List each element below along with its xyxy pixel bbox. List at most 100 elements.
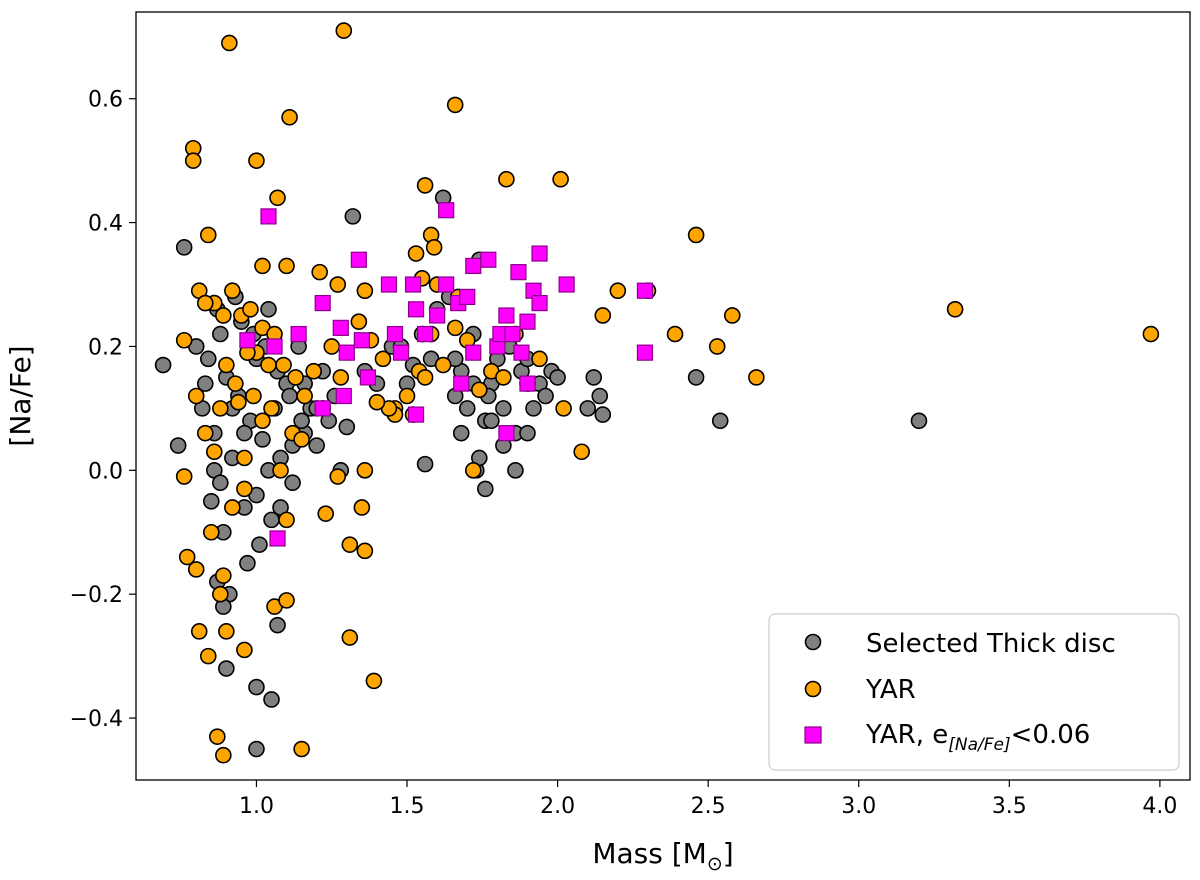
yar-point [245,387,262,405]
thick-disc-point [338,418,356,436]
y-tick-label: 0.2 [88,335,123,360]
yar-precise-point [498,307,515,324]
yar-point [199,226,217,244]
thick-disc-point [549,369,566,386]
yar-point [498,170,515,188]
yar-point [332,369,350,386]
yar-point [205,443,223,461]
yar-precise-point [519,313,536,330]
thick-disc-point [594,406,612,423]
yar-precise-point [531,245,548,262]
yar-point [221,34,238,52]
yar-precise-point [519,375,536,392]
thick-disc-point [910,412,928,430]
legend-label-yar-precise: YAR, e[Na/Fe]<0.06 [865,720,1090,755]
x-axis-label: Mass [M⊙] [592,837,733,875]
yar-point [708,338,726,355]
yar-point [281,108,298,126]
legend: Selected Thick disc YAR YAR, e[Na/Fe]<0.… [768,613,1180,771]
thick-disc-point [458,400,476,417]
yar-point [254,412,271,430]
thick-disc-point [169,437,187,454]
y-tick-label: −0.4 [70,707,123,732]
yar-point [374,350,392,368]
yar-point [723,307,741,324]
data-points-layer [154,22,1160,764]
thick-disc-point [477,480,494,498]
yar-point [215,746,232,764]
yar-precise-point [558,276,575,293]
yar-precise-point [465,257,482,275]
x-axis-label-end: ] [723,837,734,870]
yar-point [398,387,416,405]
x-tick-label: 3.5 [992,794,1027,819]
y-tick-label: 0.0 [88,459,123,484]
yar-point [311,263,328,281]
yar-point [356,282,374,300]
yar-point [552,170,569,188]
yar-point [227,375,244,392]
yar-point [464,462,482,479]
yar-precise-point [438,276,455,293]
thick-disc-point [199,350,217,368]
yar-point [218,623,235,640]
yar-point [495,369,512,386]
yar-precise-point [429,307,446,324]
yar-point [329,468,347,485]
thick-disc-point [711,412,729,430]
yar-point [272,462,289,479]
yar-precise-point [453,375,470,392]
yar-point [341,536,359,553]
thick-disc-point [248,740,265,758]
yar-point [293,431,310,448]
yar-point [356,542,374,560]
thick-disc-point [416,455,434,473]
thick-disc-point [525,400,542,417]
yar-precise-point [359,369,376,386]
y-axis: −0.4 −0.2 0.0 0.2 0.4 0.6 [70,88,136,732]
thick-disc-point [507,462,524,479]
yar-point [212,585,229,603]
thick-disc-point [687,369,705,386]
yar-point [356,462,374,479]
yar-point [416,369,434,386]
yar-point [293,740,310,758]
thick-disc-point [196,375,214,392]
yar-point [555,400,572,417]
yar-precise-point [260,208,277,225]
yar-point [416,177,434,194]
yar-point [317,505,335,522]
yar-point [248,152,265,169]
thick-disc-point [263,691,280,708]
yar-precise-point [416,325,434,343]
yar-point [215,307,232,324]
yar-point [275,356,292,374]
yar-point [175,468,193,485]
yar-point [199,647,217,665]
yar-precise-point [335,387,352,405]
yar-precise-point [404,276,422,293]
yar-point [335,22,353,39]
thick-disc-point [519,424,536,442]
thick-disc-point [293,412,310,430]
yar-point [187,561,205,578]
yar-precise-point [531,294,548,312]
yar-precise-point [269,530,286,547]
thick-disc-point [251,536,268,553]
x-tick-label: 3.0 [841,794,876,819]
yar-point [407,245,425,262]
yar-point [353,499,371,516]
yar-point [218,356,235,374]
yar-point [196,424,214,442]
thick-disc-point [260,300,277,318]
y-tick-label: −0.2 [70,583,123,608]
yar-precise-point [350,251,367,268]
yar-precise-point [392,344,410,361]
yar-point [446,319,464,337]
plot-frame [135,11,1191,781]
thick-disc-point [495,400,512,417]
thick-disc-point [212,474,229,492]
yar-point [269,189,286,207]
yar-precise-point [407,406,425,423]
